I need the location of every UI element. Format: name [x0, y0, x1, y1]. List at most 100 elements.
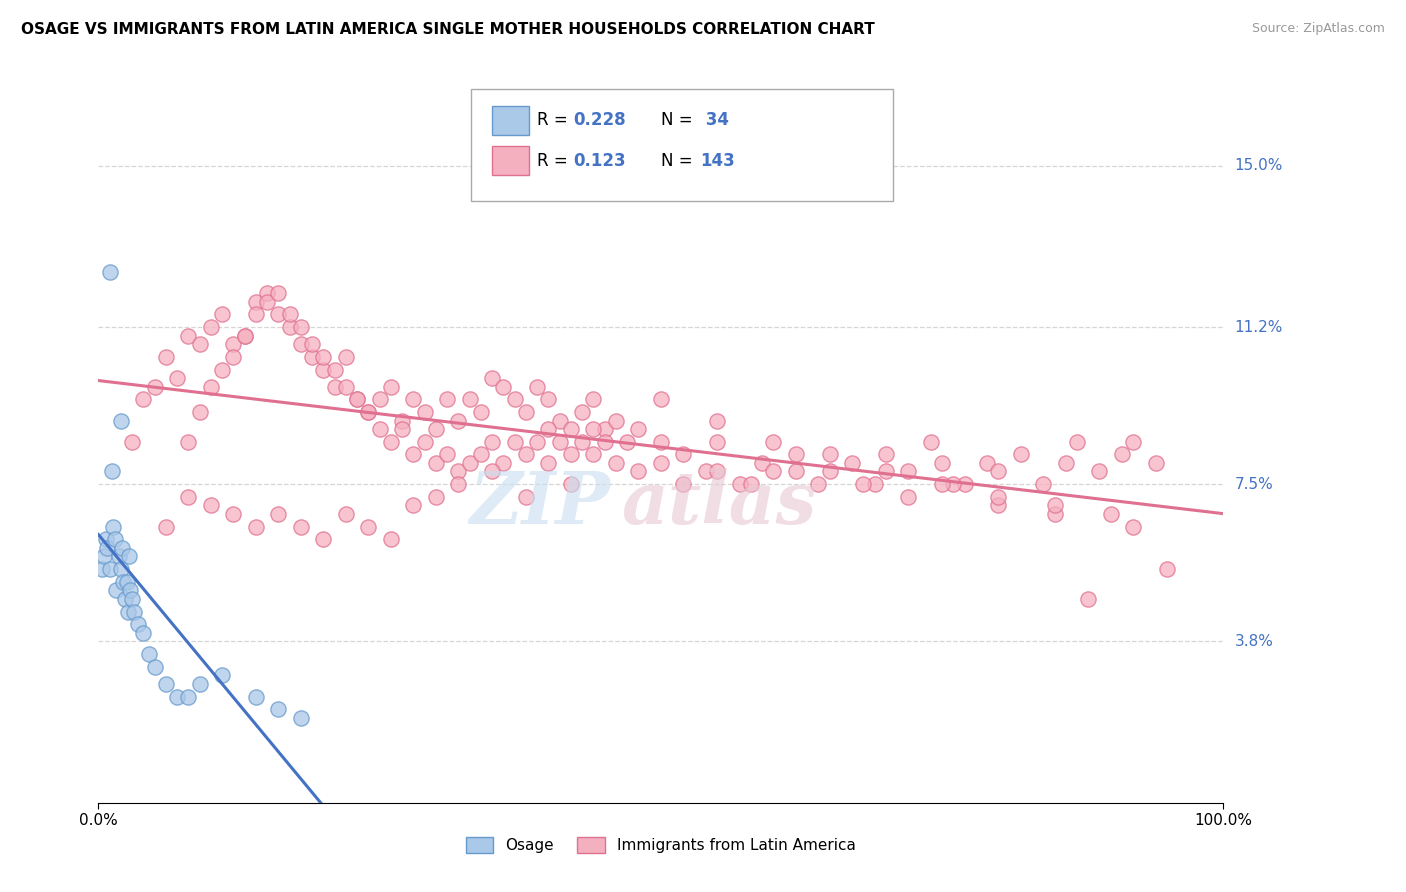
Point [616, 434, 638, 449]
Point [582, 448, 605, 462]
Point [222, 507, 245, 521]
Point [605, 413, 627, 427]
Point [391, 413, 413, 427]
Point [548, 434, 571, 449]
Point [1122, 519, 1144, 533]
Point [346, 392, 368, 407]
Point [875, 448, 897, 462]
Point [1156, 562, 1178, 576]
Point [987, 465, 1010, 479]
Point [132, 626, 155, 640]
Point [104, 533, 127, 547]
Point [503, 392, 526, 407]
Point [425, 490, 447, 504]
Point [807, 477, 830, 491]
Point [256, 294, 278, 309]
Point [323, 362, 346, 376]
Point [90, 562, 112, 576]
Point [402, 499, 425, 513]
Point [751, 456, 773, 470]
Text: R =: R = [537, 152, 574, 169]
Point [481, 371, 503, 385]
Point [987, 490, 1010, 504]
Point [346, 392, 368, 407]
Point [447, 465, 470, 479]
Point [312, 362, 335, 376]
Point [155, 350, 177, 364]
Point [402, 392, 425, 407]
Point [166, 371, 188, 385]
Point [323, 379, 346, 393]
Point [425, 422, 447, 436]
Point [380, 379, 402, 393]
Point [740, 477, 762, 491]
Point [650, 456, 672, 470]
Point [93, 549, 115, 564]
Point [818, 448, 841, 462]
Point [278, 320, 301, 334]
Point [1043, 499, 1066, 513]
Point [98, 265, 121, 279]
Point [458, 456, 481, 470]
Text: N =: N = [661, 112, 697, 129]
Point [118, 583, 141, 598]
Point [706, 413, 728, 427]
Point [515, 448, 537, 462]
Point [245, 690, 267, 704]
Point [233, 328, 256, 343]
Point [953, 477, 976, 491]
Point [107, 549, 129, 564]
Point [118, 549, 141, 564]
Point [695, 465, 717, 479]
Point [931, 477, 953, 491]
Point [762, 465, 785, 479]
Point [188, 337, 211, 351]
Point [368, 422, 391, 436]
Point [211, 307, 233, 321]
Point [1032, 477, 1054, 491]
Point [503, 434, 526, 449]
Point [1043, 507, 1066, 521]
Point [233, 328, 256, 343]
Point [290, 519, 312, 533]
Text: ZIP: ZIP [470, 467, 610, 539]
Point [1010, 448, 1032, 462]
Point [267, 286, 290, 301]
Point [211, 362, 233, 376]
Point [931, 456, 953, 470]
Point [1077, 591, 1099, 606]
Text: 15.0%: 15.0% [1234, 158, 1282, 173]
Point [290, 337, 312, 351]
Point [380, 533, 402, 547]
Point [470, 405, 492, 419]
Point [560, 422, 582, 436]
Point [537, 392, 560, 407]
Point [593, 434, 616, 449]
Point [177, 690, 200, 704]
Point [290, 320, 312, 334]
Point [515, 490, 537, 504]
Point [98, 562, 121, 576]
Point [177, 328, 200, 343]
Point [447, 477, 470, 491]
Point [211, 668, 233, 682]
Point [110, 562, 132, 576]
Point [117, 605, 139, 619]
Point [155, 677, 177, 691]
Point [222, 350, 245, 364]
Point [143, 660, 166, 674]
Point [357, 519, 380, 533]
Point [413, 405, 436, 419]
Point [132, 392, 155, 407]
Point [267, 702, 290, 716]
Point [124, 605, 146, 619]
Point [605, 456, 627, 470]
Point [335, 379, 357, 393]
Point [112, 574, 135, 589]
Point [1066, 434, 1088, 449]
Legend: Osage, Immigrants from Latin America: Osage, Immigrants from Latin America [460, 831, 862, 859]
Point [436, 392, 458, 407]
Text: 0.228: 0.228 [574, 112, 626, 129]
Point [897, 490, 920, 504]
Point [1122, 434, 1144, 449]
